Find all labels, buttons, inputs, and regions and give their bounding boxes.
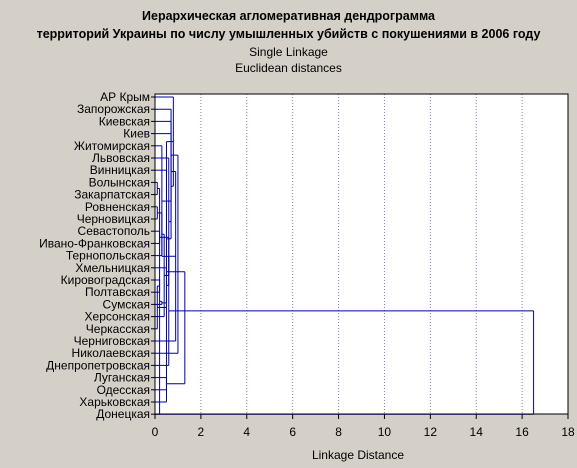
x-tick-label-2: 4 [243, 425, 250, 439]
leaf-labels: АР КрымЗапорожскаяКиевскаяКиевЖитомирска… [39, 90, 150, 421]
chart-subtitle-linkage: Single Linkage [249, 45, 328, 59]
leaf-label-11: Севастополь [78, 224, 150, 238]
leaf-label-25: Харьковская [79, 395, 150, 409]
leaf-label-18: Херсонская [85, 310, 150, 324]
leaf-label-22: Днепропетровская [46, 358, 150, 372]
x-tick-label-7: 14 [470, 425, 484, 439]
x-tick-label-6: 12 [424, 425, 438, 439]
leaf-label-12: Ивано-Франковская [39, 236, 150, 250]
leaf-label-0: АР Крым [100, 90, 150, 104]
plot-frame [154, 93, 569, 415]
leaf-label-3: Киев [123, 127, 150, 141]
chart-subtitle-distance: Euclidean distances [235, 61, 342, 75]
leaf-label-26: Донецкая [96, 407, 150, 421]
leaf-label-8: Закарпатская [74, 188, 150, 202]
grid-lines [200, 94, 523, 414]
leaf-label-2: Киевская [99, 114, 150, 128]
leaf-label-10: Черновицкая [77, 212, 150, 226]
x-tick-label-4: 8 [335, 425, 342, 439]
axes: 0 2 4 6 8 10 12 14 16 18 [151, 93, 575, 439]
leaf-label-20: Черниговская [74, 334, 150, 348]
leaf-label-6: Винницкая [90, 163, 150, 177]
leaf-label-4: Житомирская [74, 139, 150, 153]
x-tick-label-5: 10 [378, 425, 392, 439]
leaf-label-16: Полтавская [85, 285, 150, 299]
leaf-label-15: Кировоградская [61, 273, 150, 287]
x-tick-label-1: 2 [198, 425, 205, 439]
leaf-label-23: Луганская [94, 371, 150, 385]
x-tick-label-3: 6 [289, 425, 296, 439]
leaf-label-13: Тернопольская [66, 249, 150, 263]
leaf-label-5: Львовская [92, 151, 150, 165]
x-tick-label-9: 18 [561, 425, 575, 439]
x-tick-label-8: 16 [515, 425, 529, 439]
leaf-label-17: Сумская [103, 297, 150, 311]
leaf-label-9: Ровненская [85, 200, 150, 214]
chart-title: Иерархическая агломеративная дендрограмм… [142, 9, 435, 23]
leaf-label-24: Одесская [97, 383, 150, 397]
leaf-label-19: Черкасская [86, 322, 150, 336]
x-axis-label: Linkage Distance [312, 448, 404, 462]
chart-title-line2: территорий Украины по числу умышленных у… [36, 27, 541, 41]
leaf-label-7: Волынская [89, 175, 150, 189]
leaf-label-1: Запорожская [77, 102, 150, 116]
plot-area [155, 94, 568, 414]
leaf-label-14: Хмельницкая [75, 261, 150, 275]
leaf-label-21: Николаевская [72, 346, 150, 360]
x-tick-label-0: 0 [152, 425, 159, 439]
